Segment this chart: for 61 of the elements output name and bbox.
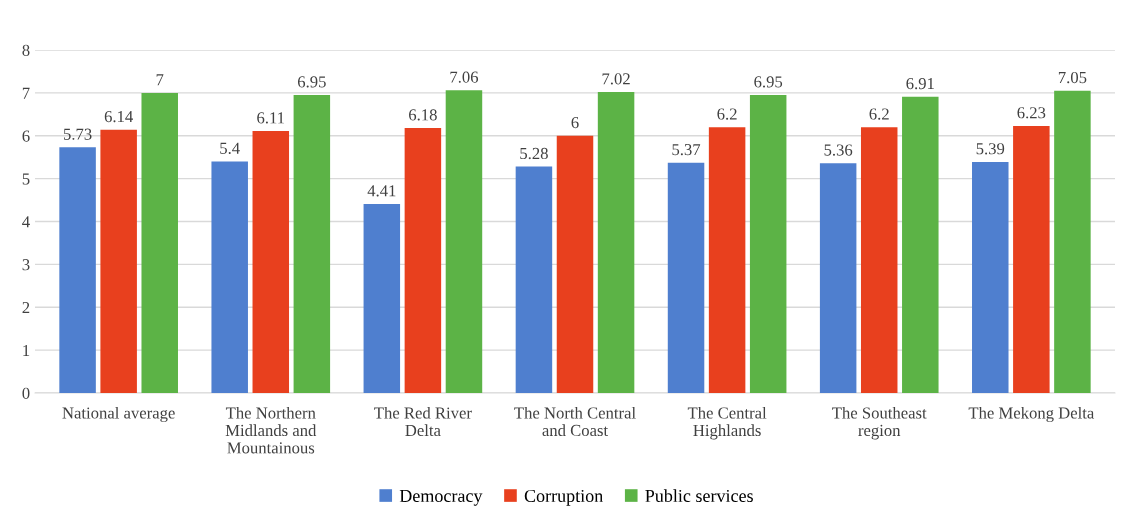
bar bbox=[708, 127, 746, 393]
bar bbox=[363, 203, 401, 393]
bar bbox=[819, 163, 857, 393]
bar bbox=[972, 161, 1009, 393]
bar bbox=[515, 166, 553, 393]
bar bbox=[1054, 90, 1091, 393]
legend-label: Democracy bbox=[399, 490, 483, 506]
data-label: 5.4 bbox=[220, 142, 240, 154]
data-label: 5.73 bbox=[63, 128, 92, 140]
bar bbox=[667, 162, 705, 393]
bar bbox=[293, 95, 331, 393]
data-label: 6.23 bbox=[1017, 107, 1046, 119]
y-tick-label: 1 bbox=[23, 344, 30, 356]
data-label: 7 bbox=[156, 74, 164, 86]
bar bbox=[445, 90, 483, 393]
data-label: 6 bbox=[571, 117, 579, 129]
data-label: 6.91 bbox=[906, 77, 934, 90]
y-tick-label: 5 bbox=[22, 173, 30, 185]
x-tick-label: The Central Highlands bbox=[687, 406, 767, 440]
bar bbox=[1013, 125, 1050, 393]
x-tick-label: National average bbox=[62, 406, 175, 423]
bar bbox=[100, 129, 137, 393]
bar bbox=[749, 95, 787, 393]
data-label: 7.06 bbox=[450, 71, 479, 83]
data-label: 6.14 bbox=[104, 110, 133, 123]
data-label: 5.37 bbox=[672, 144, 701, 156]
y-tick-label: 8 bbox=[22, 44, 30, 56]
y-tick-label: 2 bbox=[22, 302, 30, 314]
data-label: 6.2 bbox=[717, 108, 737, 120]
x-tick-label: The Northern Midlands and Mountainous bbox=[225, 406, 317, 454]
x-tick-label: The Red River Delta bbox=[374, 406, 472, 437]
bar bbox=[860, 127, 898, 393]
x-tick-label: The North Central and Coast bbox=[514, 406, 636, 437]
bar bbox=[597, 92, 635, 393]
bar bbox=[59, 147, 96, 393]
legend-label: Public services bbox=[645, 489, 753, 503]
legend-label: Corruption bbox=[524, 489, 603, 506]
data-label: 6.95 bbox=[754, 76, 783, 88]
data-label: 4.41 bbox=[367, 185, 396, 197]
data-label: 6.2 bbox=[869, 108, 889, 120]
y-tick-label: 7 bbox=[22, 87, 30, 99]
y-tick-label: 3 bbox=[22, 259, 30, 271]
bar bbox=[141, 92, 178, 393]
data-label: 6.95 bbox=[297, 76, 326, 88]
data-label: 7.05 bbox=[1058, 71, 1087, 84]
data-label: 5.36 bbox=[824, 144, 853, 156]
y-tick-label: 6 bbox=[22, 130, 30, 142]
bar bbox=[556, 135, 594, 393]
bar bbox=[902, 96, 939, 393]
y-tick-label: 0 bbox=[22, 387, 30, 399]
bar bbox=[211, 161, 248, 393]
data-label: 6.18 bbox=[409, 109, 437, 121]
y-tick-label: 4 bbox=[22, 216, 30, 228]
data-label: 6.11 bbox=[257, 112, 285, 124]
x-tick-label: The Southeast region bbox=[832, 406, 927, 440]
x-tick-label: The Mekong Delta bbox=[968, 406, 1095, 423]
bar bbox=[404, 128, 442, 393]
data-label: 5.28 bbox=[520, 147, 548, 160]
bar bbox=[252, 131, 290, 393]
data-label: 5.39 bbox=[976, 143, 1005, 155]
data-label: 7.02 bbox=[602, 73, 630, 85]
